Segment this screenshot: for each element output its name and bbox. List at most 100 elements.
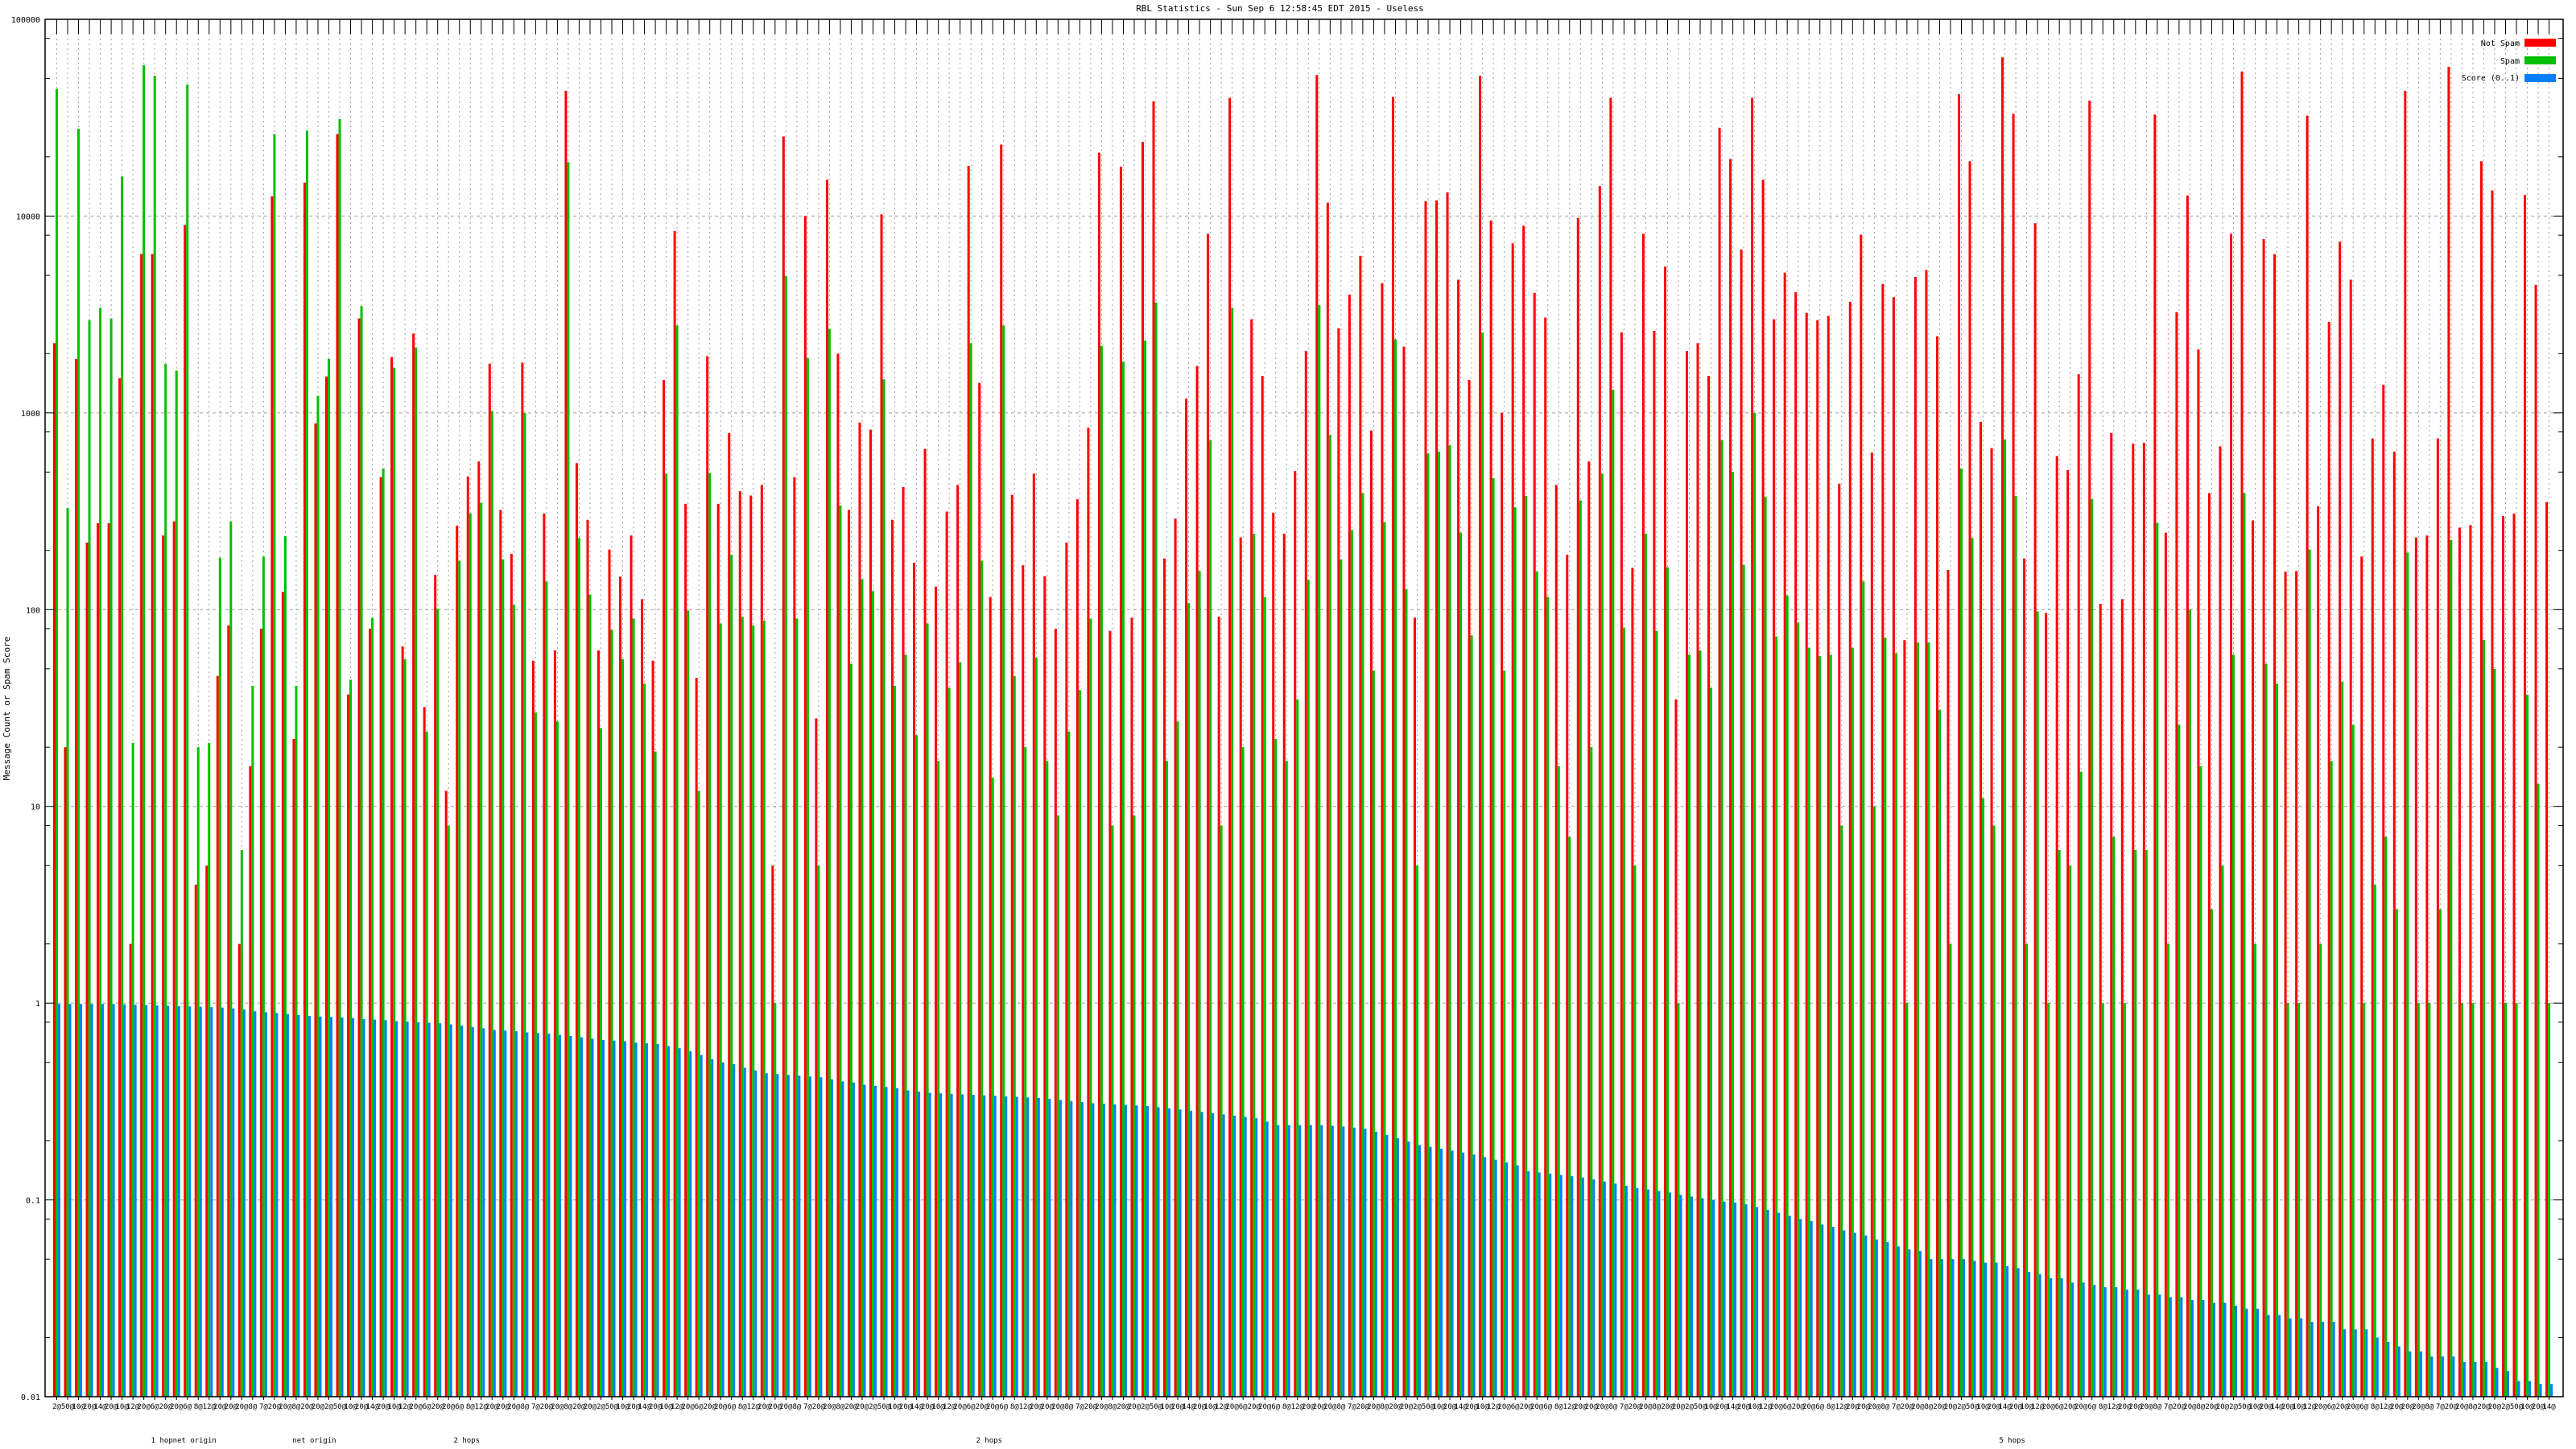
bar-not-spam bbox=[728, 432, 731, 1397]
x-tick-label: 20@ bbox=[2532, 1403, 2545, 1411]
bar-score bbox=[1505, 1162, 1509, 1397]
bar-score bbox=[1657, 1191, 1661, 1397]
x-tick-label: 6@ bbox=[455, 1403, 464, 1411]
x-tick-label: 50@ bbox=[1422, 1403, 1435, 1411]
x-tick-label: 20@ bbox=[377, 1403, 390, 1411]
bar-score bbox=[700, 1055, 703, 1397]
bar-score bbox=[482, 1028, 485, 1397]
bar-not-spam bbox=[1130, 617, 1133, 1397]
x-tick-label: 20@ bbox=[1792, 1403, 1806, 1411]
bar-spam bbox=[1241, 747, 1245, 1397]
bar-spam bbox=[1579, 500, 1582, 1397]
bar-spam bbox=[2014, 496, 2017, 1397]
bar-spam bbox=[490, 411, 493, 1397]
bar-spam bbox=[915, 735, 919, 1397]
bar-score bbox=[1799, 1219, 1802, 1397]
x-tick-label: 20@ bbox=[1661, 1403, 1674, 1411]
y-axis-label: Message Count or Spam Score bbox=[2, 637, 12, 781]
bar-not-spam bbox=[2033, 223, 2037, 1397]
bar-not-spam bbox=[2404, 90, 2407, 1397]
bar-score bbox=[1624, 1186, 1628, 1397]
bar-score bbox=[1440, 1149, 1443, 1397]
bar-score bbox=[1048, 1099, 1051, 1397]
bar-score bbox=[874, 1085, 877, 1397]
bar-spam bbox=[2537, 783, 2540, 1397]
bar-spam bbox=[1318, 305, 1321, 1397]
bar-score bbox=[221, 1007, 224, 1397]
bar-score bbox=[2267, 1315, 2270, 1397]
bar-spam bbox=[643, 683, 646, 1397]
bar-score bbox=[1190, 1110, 1193, 1397]
bar-not-spam bbox=[1881, 283, 1885, 1397]
bar-not-spam bbox=[1250, 319, 1253, 1397]
bar-spam bbox=[2308, 549, 2311, 1397]
bar-not-spam bbox=[1141, 142, 1144, 1397]
bar-spam bbox=[1024, 747, 1027, 1397]
bar-score bbox=[264, 1012, 267, 1397]
bar-score bbox=[1451, 1150, 1454, 1397]
bar-not-spam bbox=[1119, 167, 1122, 1397]
bar-not-spam bbox=[2284, 572, 2287, 1397]
bar-score bbox=[384, 1020, 387, 1397]
bar-not-spam bbox=[1696, 343, 1699, 1397]
bar-score bbox=[1744, 1204, 1748, 1397]
bar-not-spam bbox=[1337, 328, 1340, 1397]
x-tick-label: 20@ bbox=[1128, 1403, 1141, 1411]
bar-spam bbox=[1666, 567, 1669, 1397]
x-tick-sublabel: net origin bbox=[173, 1437, 217, 1445]
bar-spam bbox=[730, 555, 733, 1397]
bar-not-spam bbox=[2120, 599, 2124, 1397]
x-tick-label: 10@ bbox=[1704, 1403, 1718, 1411]
bar-score bbox=[591, 1038, 594, 1397]
bar-score bbox=[634, 1042, 638, 1397]
x-tick-label: 20@ bbox=[779, 1403, 793, 1411]
x-tick-label: 20@ bbox=[2064, 1403, 2078, 1411]
bar-spam bbox=[262, 556, 265, 1397]
x-tick-label: 6@ bbox=[2055, 1403, 2064, 1411]
x-tick-label: 14@ bbox=[93, 1403, 107, 1411]
bar-score bbox=[1429, 1146, 1432, 1397]
bar-spam bbox=[937, 761, 940, 1397]
x-tick-label: 7@ bbox=[1892, 1403, 1901, 1411]
bar-not-spam bbox=[1304, 351, 1307, 1397]
x-tick-label: 20@ bbox=[300, 1403, 314, 1411]
x-tick-label: 20@ bbox=[1846, 1403, 1860, 1411]
bar-not-spam bbox=[1848, 301, 1852, 1397]
legend-label-spam: Spam bbox=[2500, 57, 2520, 66]
bar-spam bbox=[2079, 771, 2083, 1397]
bar-not-spam bbox=[2317, 506, 2320, 1397]
x-tick-label: 20@ bbox=[1802, 1403, 1816, 1411]
x-tick-label: 20@ bbox=[2129, 1403, 2143, 1411]
bar-score bbox=[2550, 1384, 2553, 1397]
bar-spam bbox=[839, 506, 842, 1397]
bar-spam bbox=[1296, 699, 1299, 1397]
bar-not-spam bbox=[129, 943, 132, 1397]
bar-score bbox=[362, 1018, 365, 1397]
x-tick-label: 10@ bbox=[344, 1403, 357, 1411]
bar-spam bbox=[2243, 493, 2246, 1397]
x-tick-label: 8@ bbox=[2197, 1403, 2206, 1411]
bar-spam bbox=[349, 679, 353, 1397]
bar-score bbox=[1342, 1126, 1345, 1397]
bar-spam bbox=[1481, 332, 1484, 1397]
bar-spam bbox=[480, 502, 483, 1397]
bar-score bbox=[765, 1073, 768, 1397]
x-tick-label: 20@ bbox=[1770, 1403, 1784, 1411]
x-tick-label: 20@ bbox=[159, 1403, 173, 1411]
bar-score bbox=[1212, 1113, 1215, 1397]
bar-spam bbox=[969, 343, 972, 1397]
bar-score bbox=[1886, 1242, 1889, 1397]
legend-swatch-score bbox=[2524, 74, 2556, 82]
bar-not-spam bbox=[1576, 217, 1579, 1397]
x-tick-label: 12@ bbox=[1019, 1403, 1033, 1411]
x-tick-label: 50@ bbox=[2510, 1403, 2524, 1411]
bar-score bbox=[406, 1022, 409, 1397]
bar-not-spam bbox=[2349, 279, 2352, 1397]
x-tick-label: 12@ bbox=[475, 1403, 489, 1411]
bar-score bbox=[1037, 1097, 1040, 1397]
bar-not-spam bbox=[2175, 312, 2178, 1397]
bar-spam bbox=[1274, 739, 1278, 1397]
x-tick-label: 12@ bbox=[1487, 1403, 1501, 1411]
bar-not-spam bbox=[1718, 127, 1721, 1397]
bar-spam bbox=[806, 357, 809, 1397]
